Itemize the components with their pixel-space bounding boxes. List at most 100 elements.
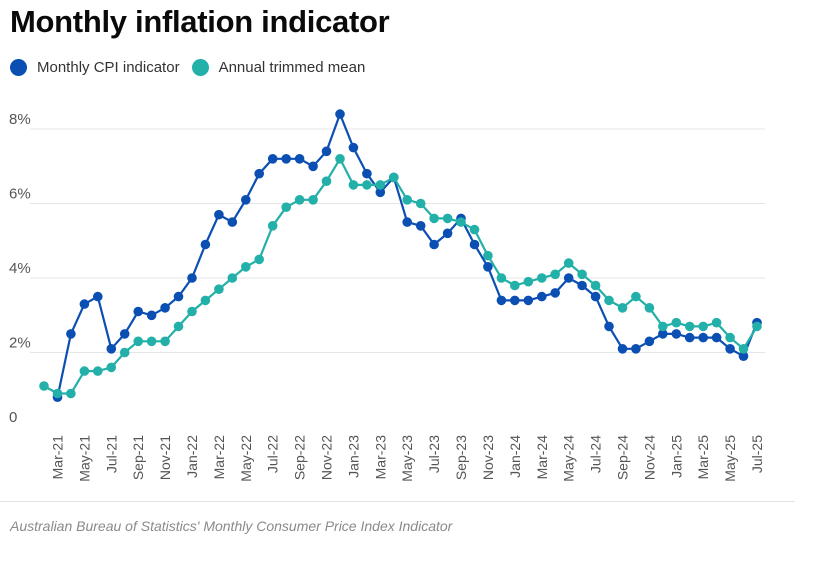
x-tick-label: Mar-22 (211, 435, 227, 480)
data-point-trimmed-mean (335, 154, 345, 164)
x-tick-label: Mar-24 (534, 435, 550, 480)
data-point-cpi (200, 239, 211, 250)
data-point-cpi (362, 168, 372, 179)
legend-item-trimmed-mean: Annual trimmed mean (191, 58, 366, 76)
data-point-trimmed-mean (187, 306, 197, 317)
data-point-cpi (483, 262, 493, 272)
x-tick-label: Nov-21 (157, 435, 173, 480)
x-tick-label: Sep-22 (292, 435, 308, 480)
data-point-cpi (402, 217, 413, 227)
line-chart: 0 2% 4% 6% 8% Mar-21 May-21 Jul-21 Sep-21 Nov-21… (9, 109, 765, 482)
x-tick-label: Sep-23 (453, 435, 469, 480)
x-tick-label: Jan-25 (668, 435, 684, 478)
data-point-trimmed-mean (348, 180, 359, 190)
series-line-cpi (56, 113, 759, 398)
x-tick-label: Jul-22 (265, 435, 281, 473)
data-point-trimmed-mean (604, 295, 614, 306)
data-point-cpi (523, 295, 534, 306)
source-note: Australian Bureau of Statistics' Monthly… (10, 518, 453, 534)
x-tick-label: Jan-22 (184, 435, 200, 478)
data-point-trimmed-mean (658, 321, 668, 332)
data-point-cpi (644, 336, 655, 347)
data-point-trimmed-mean (241, 262, 251, 272)
data-point-cpi (550, 288, 560, 298)
data-point-trimmed-mean (429, 213, 439, 224)
chart-title: Monthly inflation indicator (10, 4, 390, 39)
y-tick-label: 6% (9, 186, 31, 203)
data-point-trimmed-mean (106, 362, 117, 373)
data-point-cpi (711, 332, 722, 343)
data-point-trimmed-mean (173, 321, 184, 332)
data-point-trimmed-mean (563, 258, 574, 268)
data-point-trimmed-mean (752, 321, 762, 332)
x-tick-label: Mar-21 (49, 435, 65, 480)
y-tick-label: 4% (9, 260, 31, 277)
data-point-cpi (429, 239, 439, 250)
data-point-cpi (308, 161, 318, 172)
legend-label-cpi: Monthly CPI indicator (37, 58, 180, 76)
data-point-cpi (133, 306, 143, 317)
legend-swatch-cpi (10, 58, 27, 76)
data-point-cpi (348, 142, 359, 153)
y-tick-label: 2% (9, 335, 31, 352)
data-point-cpi (738, 351, 749, 362)
x-tick-label: Jul-25 (749, 435, 765, 473)
data-point-cpi (173, 291, 184, 302)
data-point-trimmed-mean (267, 221, 278, 231)
data-point-cpi (725, 344, 735, 354)
series-line-trimmed-mean (43, 157, 758, 395)
data-point-cpi (66, 329, 76, 339)
data-point-cpi (187, 273, 197, 283)
y-axis-tick-labels: 0 2% 4% 6% 8% (9, 111, 31, 426)
data-point-trimmed-mean (456, 217, 466, 227)
data-point-trimmed-mean (590, 280, 601, 291)
y-tick-label: 8% (9, 111, 31, 128)
data-point-cpi (684, 332, 695, 343)
data-point-trimmed-mean (483, 250, 493, 261)
data-point-trimmed-mean (496, 273, 507, 283)
data-point-cpi (442, 228, 453, 239)
data-point-trimmed-mean (79, 366, 90, 376)
data-point-cpi (160, 303, 170, 313)
data-point-trimmed-mean (254, 254, 264, 265)
data-point-cpi (281, 154, 292, 164)
data-point-cpi (510, 295, 520, 306)
data-point-trimmed-mean (671, 317, 682, 328)
data-point-trimmed-mean (550, 269, 560, 280)
data-point-trimmed-mean (617, 303, 628, 313)
data-point-trimmed-mean (227, 273, 238, 283)
data-point-trimmed-mean (146, 336, 157, 347)
data-point-cpi (214, 209, 224, 220)
data-point-cpi (563, 273, 574, 283)
data-point-trimmed-mean (375, 180, 386, 190)
legend-swatch-trimmed-mean (191, 58, 209, 76)
x-tick-label: Sep-21 (130, 435, 146, 480)
data-point-trimmed-mean (200, 295, 211, 306)
data-point-trimmed-mean (160, 336, 170, 347)
chart-legend: Monthly CPI indicator Annual trimmed mea… (10, 56, 377, 78)
data-point-trimmed-mean (39, 381, 49, 391)
x-tick-label: Nov-22 (319, 435, 335, 480)
data-point-trimmed-mean (66, 388, 76, 399)
data-point-cpi (496, 295, 507, 306)
grid-lines (30, 128, 765, 353)
data-point-trimmed-mean (321, 176, 332, 186)
series-lines (43, 113, 759, 398)
data-point-cpi (241, 195, 251, 205)
x-tick-label: Mar-25 (695, 435, 711, 480)
data-point-trimmed-mean (442, 213, 453, 224)
legend-label-trimmed-mean: Annual trimmed mean (218, 58, 366, 76)
data-point-trimmed-mean (93, 366, 103, 376)
data-point-cpi (227, 217, 238, 227)
data-point-cpi (146, 310, 157, 321)
x-tick-label: May-25 (722, 435, 738, 482)
data-point-cpi (631, 344, 641, 354)
data-point-trimmed-mean (577, 269, 587, 280)
data-point-cpi (375, 187, 386, 198)
data-point-cpi (590, 291, 601, 302)
x-tick-label: Jul-21 (103, 435, 119, 473)
data-point-cpi (658, 329, 668, 339)
data-point-cpi (321, 146, 332, 157)
data-point-cpi (604, 321, 614, 332)
x-tick-label: May-23 (399, 435, 415, 482)
